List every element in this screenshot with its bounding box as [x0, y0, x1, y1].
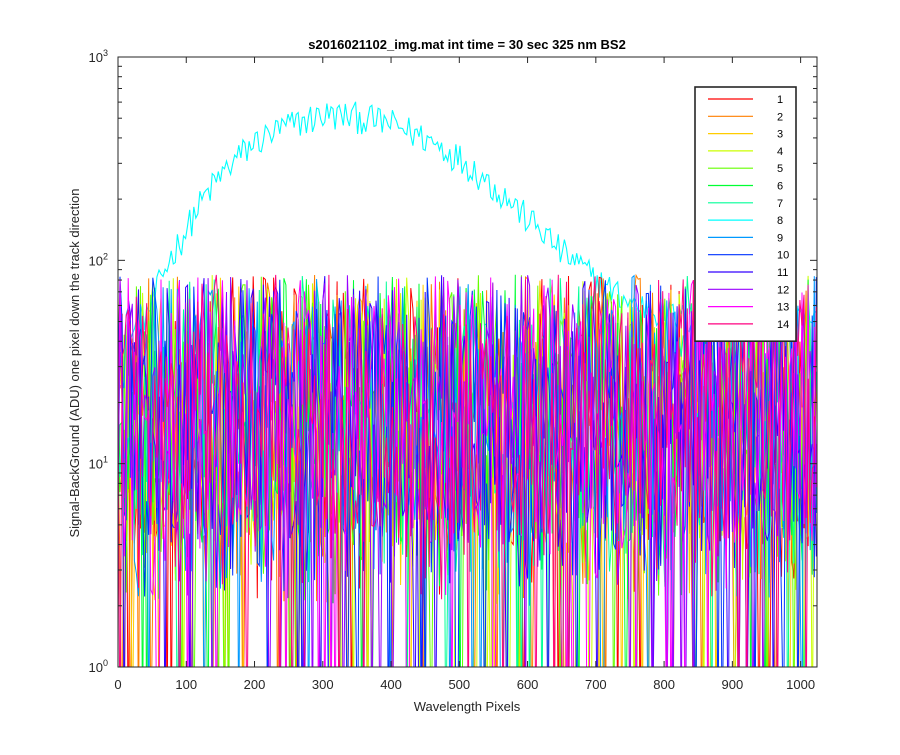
- legend-label-10: 10: [777, 250, 789, 262]
- x-axis-label: Wavelength Pixels: [414, 699, 521, 714]
- legend-label-9: 9: [777, 232, 783, 244]
- legend-label-14: 14: [777, 319, 789, 331]
- x-tick-label: 800: [653, 677, 675, 692]
- x-tick-label: 100: [175, 677, 197, 692]
- y-axis-label: Signal-BackGround (ADU) one pixel down t…: [67, 188, 82, 537]
- y-tick-label: 100: [89, 658, 108, 675]
- x-tick-label: 1000: [786, 677, 815, 692]
- axes-box: [117, 56, 818, 668]
- legend-label-12: 12: [777, 284, 789, 296]
- x-tick-label: 700: [585, 677, 607, 692]
- legend-label-1: 1: [777, 94, 783, 106]
- x-tick-label: 0: [114, 677, 121, 692]
- series-line-13: [118, 276, 817, 667]
- y-tick-label: 103: [89, 48, 108, 65]
- legend-label-3: 3: [777, 129, 783, 141]
- y-tick-label: 101: [89, 455, 108, 472]
- series-group: [118, 101, 817, 667]
- legend-label-5: 5: [777, 163, 783, 175]
- legend-label-8: 8: [777, 215, 783, 227]
- y-tick-label: 102: [89, 251, 108, 268]
- legend-label-7: 7: [777, 198, 783, 210]
- x-tick-label: 200: [244, 677, 266, 692]
- x-tick-label: 500: [448, 677, 470, 692]
- series-line-14: [118, 274, 817, 667]
- x-tick-label: 600: [517, 677, 539, 692]
- x-tick-label: 900: [722, 677, 744, 692]
- legend-label-4: 4: [777, 146, 783, 158]
- legend-label-11: 11: [777, 267, 788, 279]
- x-tick-label: 400: [380, 677, 402, 692]
- legend-label-2: 2: [777, 111, 783, 123]
- legend-label-6: 6: [777, 181, 783, 193]
- chart-title: s2016021102_img.mat int time = 30 sec 32…: [308, 37, 626, 52]
- x-tick-label: 300: [312, 677, 334, 692]
- legend-label-13: 13: [777, 302, 789, 314]
- legend-box: [694, 86, 797, 342]
